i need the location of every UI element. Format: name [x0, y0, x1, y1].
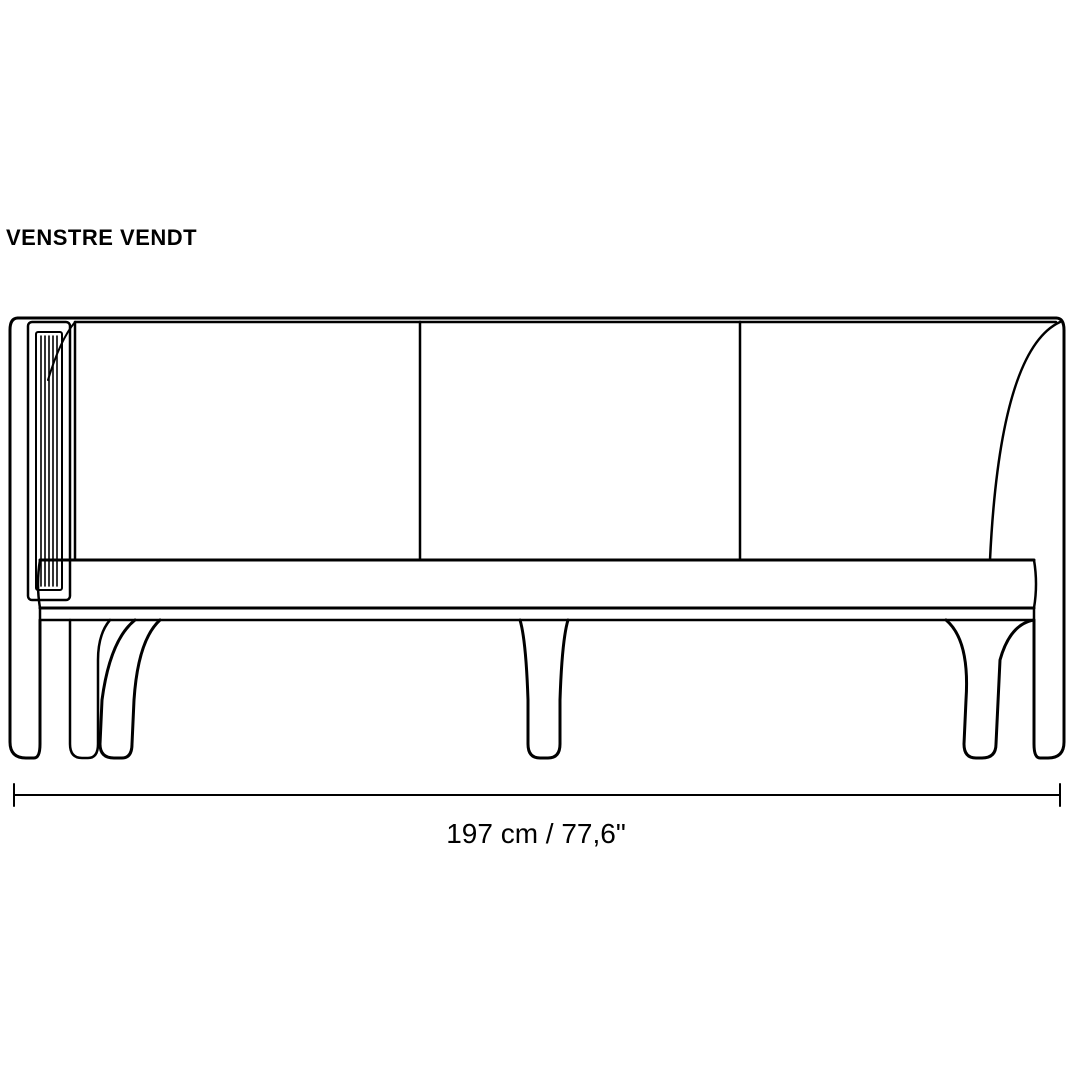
sofa-line-drawing	[0, 0, 1072, 1072]
diagram-canvas: VENSTRE VENDT	[0, 0, 1072, 1072]
width-dimension-label: 197 cm / 77,6"	[0, 818, 1072, 850]
